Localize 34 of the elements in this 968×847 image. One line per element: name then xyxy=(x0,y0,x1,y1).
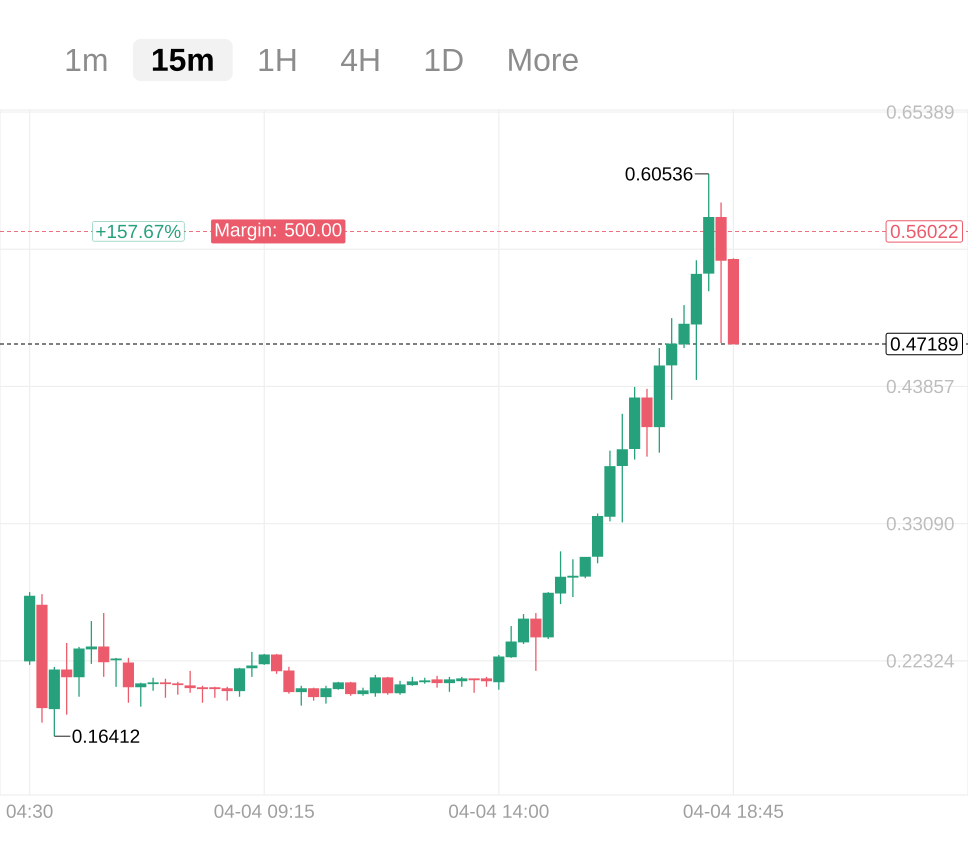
x-tick-label: 04-04 14:00 xyxy=(449,804,549,818)
y-tick-label: 0.65389 xyxy=(886,105,954,119)
candlestick xyxy=(234,667,246,698)
candlestick xyxy=(110,657,122,688)
annotation: 0.60536 xyxy=(626,167,692,181)
y-tick-label: 0.22324 xyxy=(886,654,954,668)
y-tick-label: 0.33090 xyxy=(886,516,954,530)
ref-line-label: 0.56022 xyxy=(890,224,958,238)
text: 4H xyxy=(340,49,378,71)
candlestick xyxy=(345,681,356,696)
text: 1m xyxy=(66,49,106,71)
text: 1D xyxy=(426,49,463,71)
x-tick-label: 04-04 09:15 xyxy=(214,804,314,818)
candlestick xyxy=(296,685,307,706)
annotation: +157.67% xyxy=(96,224,180,238)
candlestick xyxy=(246,651,258,678)
ref-line-label: 0.47189 xyxy=(890,337,958,351)
x-tick-label: 04:30 xyxy=(6,804,53,818)
x-tick-label: 04-04 18:45 xyxy=(684,804,784,818)
text: More xyxy=(509,48,578,72)
candlestick xyxy=(308,687,320,702)
y-tick-label: 0.43857 xyxy=(886,380,954,394)
candlestick xyxy=(382,676,394,696)
annotation: Margin: 500.00 xyxy=(216,222,342,240)
candlestick xyxy=(98,612,110,678)
candlestick xyxy=(530,612,542,672)
candlestick xyxy=(616,413,628,524)
candlestick xyxy=(258,653,270,666)
annotation: 0.16412 xyxy=(72,730,140,743)
candlestick xyxy=(61,642,72,716)
text: 15m xyxy=(152,48,213,72)
candlestick xyxy=(122,657,134,704)
candlestick xyxy=(432,675,443,688)
text: 1H xyxy=(260,49,296,71)
